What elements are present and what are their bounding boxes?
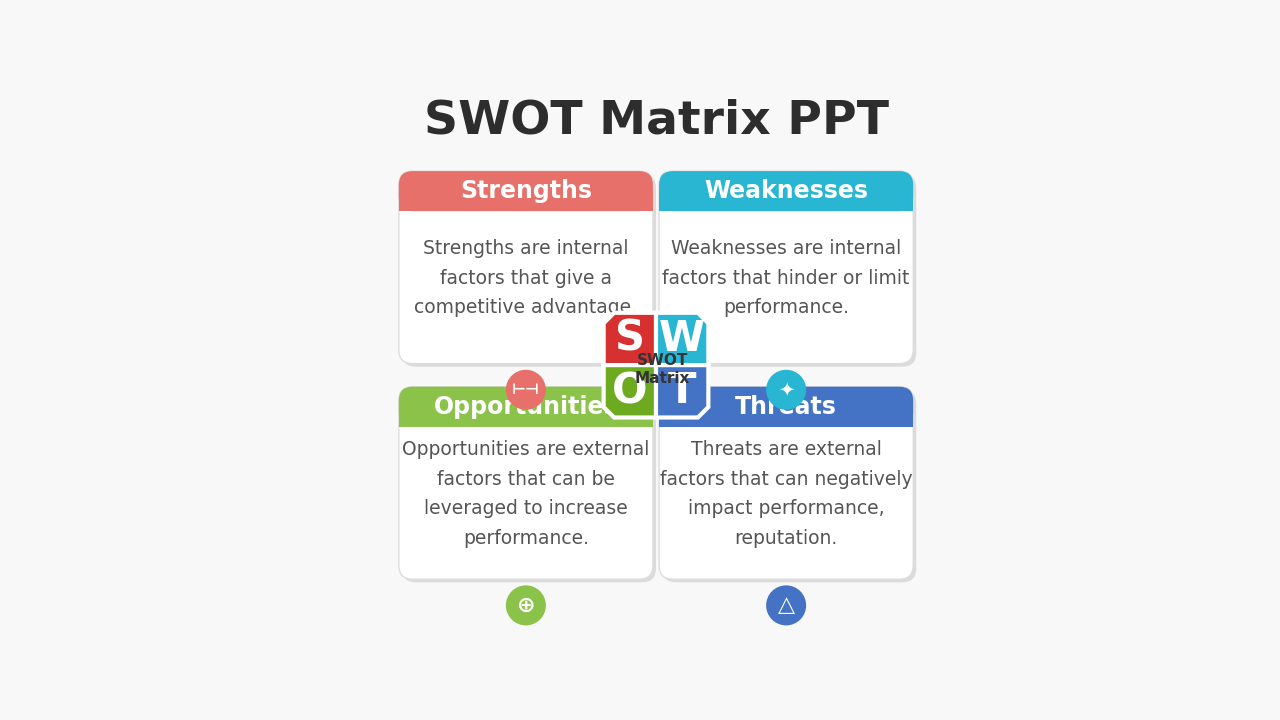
Text: ✦: ✦: [778, 380, 795, 400]
FancyBboxPatch shape: [399, 171, 653, 211]
FancyBboxPatch shape: [399, 171, 653, 364]
Bar: [399, 407, 653, 427]
Polygon shape: [657, 312, 708, 365]
Text: SWOT Matrix PPT: SWOT Matrix PPT: [424, 99, 888, 143]
Text: △: △: [777, 595, 795, 616]
Circle shape: [506, 370, 545, 410]
Polygon shape: [604, 365, 657, 418]
Circle shape: [767, 585, 806, 626]
Text: S: S: [614, 318, 645, 360]
Circle shape: [767, 370, 806, 410]
Text: Strengths are internal
factors that give a
competitive advantage.: Strengths are internal factors that give…: [415, 239, 637, 318]
Text: Threats: Threats: [735, 395, 837, 419]
Text: W: W: [659, 318, 705, 360]
Text: O: O: [612, 370, 648, 413]
FancyBboxPatch shape: [399, 387, 653, 579]
Text: Opportunities: Opportunities: [434, 395, 618, 419]
Polygon shape: [657, 365, 708, 418]
Text: Opportunities are external
factors that can be
leveraged to increase
performance: Opportunities are external factors that …: [402, 440, 649, 548]
FancyBboxPatch shape: [402, 390, 657, 582]
Circle shape: [506, 585, 545, 626]
FancyBboxPatch shape: [662, 174, 916, 366]
Text: ⊕: ⊕: [517, 595, 535, 616]
Text: Weaknesses: Weaknesses: [704, 179, 868, 203]
FancyBboxPatch shape: [659, 387, 913, 579]
Text: Weaknesses are internal
factors that hinder or limit
performance.: Weaknesses are internal factors that hin…: [663, 239, 910, 318]
Bar: [659, 191, 913, 211]
FancyBboxPatch shape: [659, 387, 913, 427]
Polygon shape: [604, 312, 657, 365]
Text: T: T: [668, 370, 696, 413]
FancyBboxPatch shape: [659, 171, 913, 211]
Text: Strengths: Strengths: [460, 179, 591, 203]
Bar: [399, 191, 653, 211]
Text: Threats are external
factors that can negatively
impact performance,
reputation.: Threats are external factors that can ne…: [659, 440, 913, 548]
FancyBboxPatch shape: [402, 174, 657, 366]
Text: ⊢⊣: ⊢⊣: [512, 382, 540, 397]
FancyBboxPatch shape: [399, 387, 653, 427]
FancyBboxPatch shape: [659, 171, 913, 364]
Bar: [659, 407, 913, 427]
FancyBboxPatch shape: [662, 390, 916, 582]
Text: SWOT
Matrix: SWOT Matrix: [635, 353, 690, 386]
